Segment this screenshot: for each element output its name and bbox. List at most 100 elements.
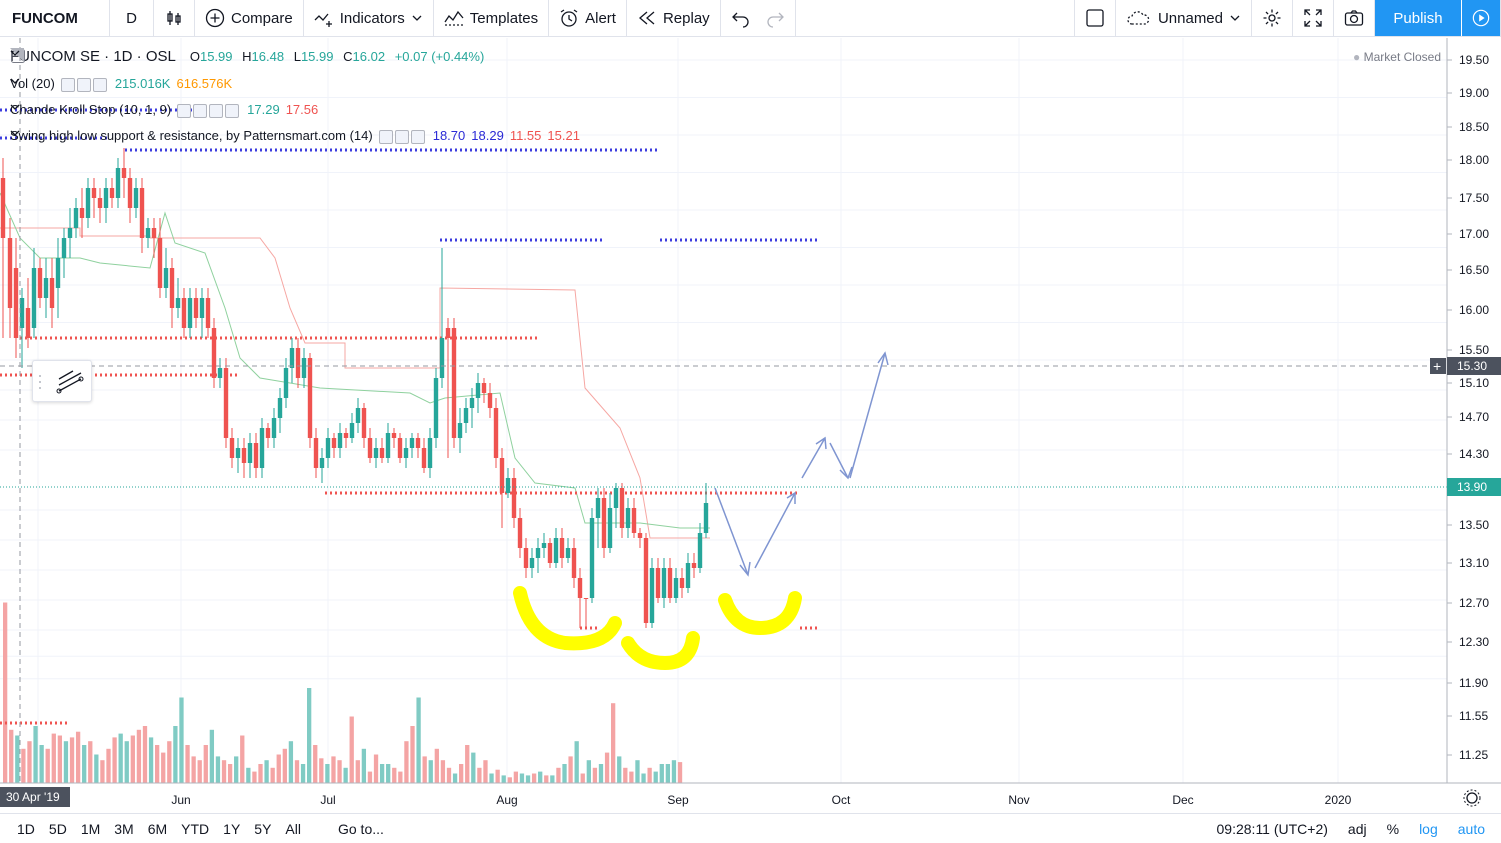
snapshot-button[interactable] [1334,0,1375,36]
chevron-down-icon[interactable] [10,48,20,58]
compare-button[interactable]: Compare [195,0,304,36]
volume-bar [386,764,391,783]
drawing-toolbar-widget[interactable] [32,360,92,402]
chevron-down-icon[interactable] [10,128,20,138]
interval-button[interactable]: D [110,0,154,36]
gear-icon[interactable] [76,77,91,92]
candle-body [703,503,709,533]
drawing-tool-icon[interactable] [33,361,93,403]
volume-bar [367,771,373,783]
volume-bar [465,745,470,783]
gear-icon[interactable] [394,129,409,144]
log-toggle[interactable]: log [1419,820,1438,837]
range-button-3m[interactable]: 3M [114,820,134,837]
range-button-1m[interactable]: 1M [80,820,101,837]
close-icon[interactable] [225,103,240,118]
price-tick-label: 14.70 [1459,410,1489,424]
undo-icon[interactable] [731,8,751,28]
arrow-head [877,351,889,366]
symbol-search[interactable]: FUNCOM [0,0,110,36]
alarm-clock-icon [560,9,578,27]
gear-icon[interactable] [193,103,208,118]
redo-icon[interactable] [765,8,785,28]
camera-icon [1344,10,1364,26]
range-button-all[interactable]: All [285,820,301,837]
range-button-1d[interactable]: 1D [17,820,35,837]
volume-bar [112,737,117,783]
code-icon[interactable] [209,103,224,118]
volume-bar [604,752,610,783]
candle-body [49,278,55,308]
percent-toggle[interactable]: % [1386,820,1400,837]
candle-body [625,508,631,528]
eye-icon[interactable] [177,103,192,118]
indicators-button[interactable]: Indicators [304,0,434,36]
candle-body [151,228,157,238]
price-tick-label: 18.00 [1459,153,1489,167]
range-button-5d[interactable]: 5D [48,820,67,837]
volume-bar [404,741,409,783]
candle-body [463,408,469,423]
volume-bar [440,760,446,783]
candle-body [7,238,13,308]
eye-icon[interactable] [60,77,75,92]
volume-bar [209,729,215,783]
range-button-6m[interactable]: 6M [147,820,168,837]
chevron-down-icon[interactable] [10,102,20,112]
close-icon[interactable] [410,129,425,144]
close-icon[interactable] [92,77,107,92]
layout-name-button[interactable]: Unnamed [1116,0,1252,36]
chart-area[interactable]: 19.50 19.00 18.50 18.00 17.50 17.00 16.50 16.00… [0,38,1501,813]
volume-bar [556,767,561,783]
chevron-down-icon[interactable] [411,8,423,28]
candle-body [241,448,247,463]
chevron-down-icon[interactable] [10,76,20,86]
layout-toggle-button[interactable] [1075,0,1116,36]
eye-icon[interactable] [378,129,393,144]
range-button-5y[interactable]: 5Y [254,820,272,837]
price-chart[interactable]: 19.50 19.00 18.50 18.00 17.50 17.00 16.50 16.00… [0,38,1501,813]
candle-body [505,478,511,493]
volume-bar [300,764,306,783]
alert-button[interactable]: Alert [549,0,627,36]
volume-bar [15,735,20,783]
volume-bar [452,773,458,783]
volume-bar [3,602,8,783]
replay-button[interactable]: Replay [627,0,721,36]
swing-controls[interactable] [378,128,427,144]
candle-body [55,258,61,288]
arrow-head [786,491,796,504]
candle-body [217,368,223,378]
volume-bar [434,748,439,783]
chart-style-button[interactable] [154,0,195,36]
candle-body [667,568,673,598]
templates-button[interactable]: Templates [434,0,550,36]
range-button-1y[interactable]: 1Y [223,820,241,837]
play-button[interactable] [1461,0,1501,36]
symbol-legend: FUNCOM SE · 1D · OSL O15.99 H16.48 L15.9… [10,48,484,65]
candle-body [325,438,331,458]
auto-toggle[interactable]: auto [1457,820,1485,837]
candle-body [313,438,319,468]
clock-time[interactable]: 09:28:11 (UTC+2) [1216,820,1328,837]
candle-body [331,438,337,448]
axis-settings-gear-icon[interactable] [1466,792,1478,804]
price-tick-label: 14.30 [1459,447,1489,461]
fullscreen-button[interactable] [1293,0,1334,36]
goto-button[interactable]: Go to... [337,820,384,837]
publish-button[interactable]: Publish [1375,0,1461,36]
volume-controls[interactable] [60,76,109,92]
chande-kroll-legend: Chande Kroll Stop (10, 1, 9) 17.29 17.56 [10,102,318,118]
volume-bar [331,756,336,783]
volume-bar [118,733,123,783]
candle-body [391,433,397,438]
chande-kroll-controls[interactable] [177,102,241,118]
settings-button[interactable] [1252,0,1293,36]
crosshair-date-label: 30 Apr '19 [6,790,60,804]
volume-bar [398,771,403,783]
range-button-ytd[interactable]: YTD [181,820,210,837]
volume-bar [574,741,579,783]
templates-label: Templates [469,9,539,27]
adj-toggle[interactable]: adj [1347,820,1367,837]
candle-body [373,448,379,458]
